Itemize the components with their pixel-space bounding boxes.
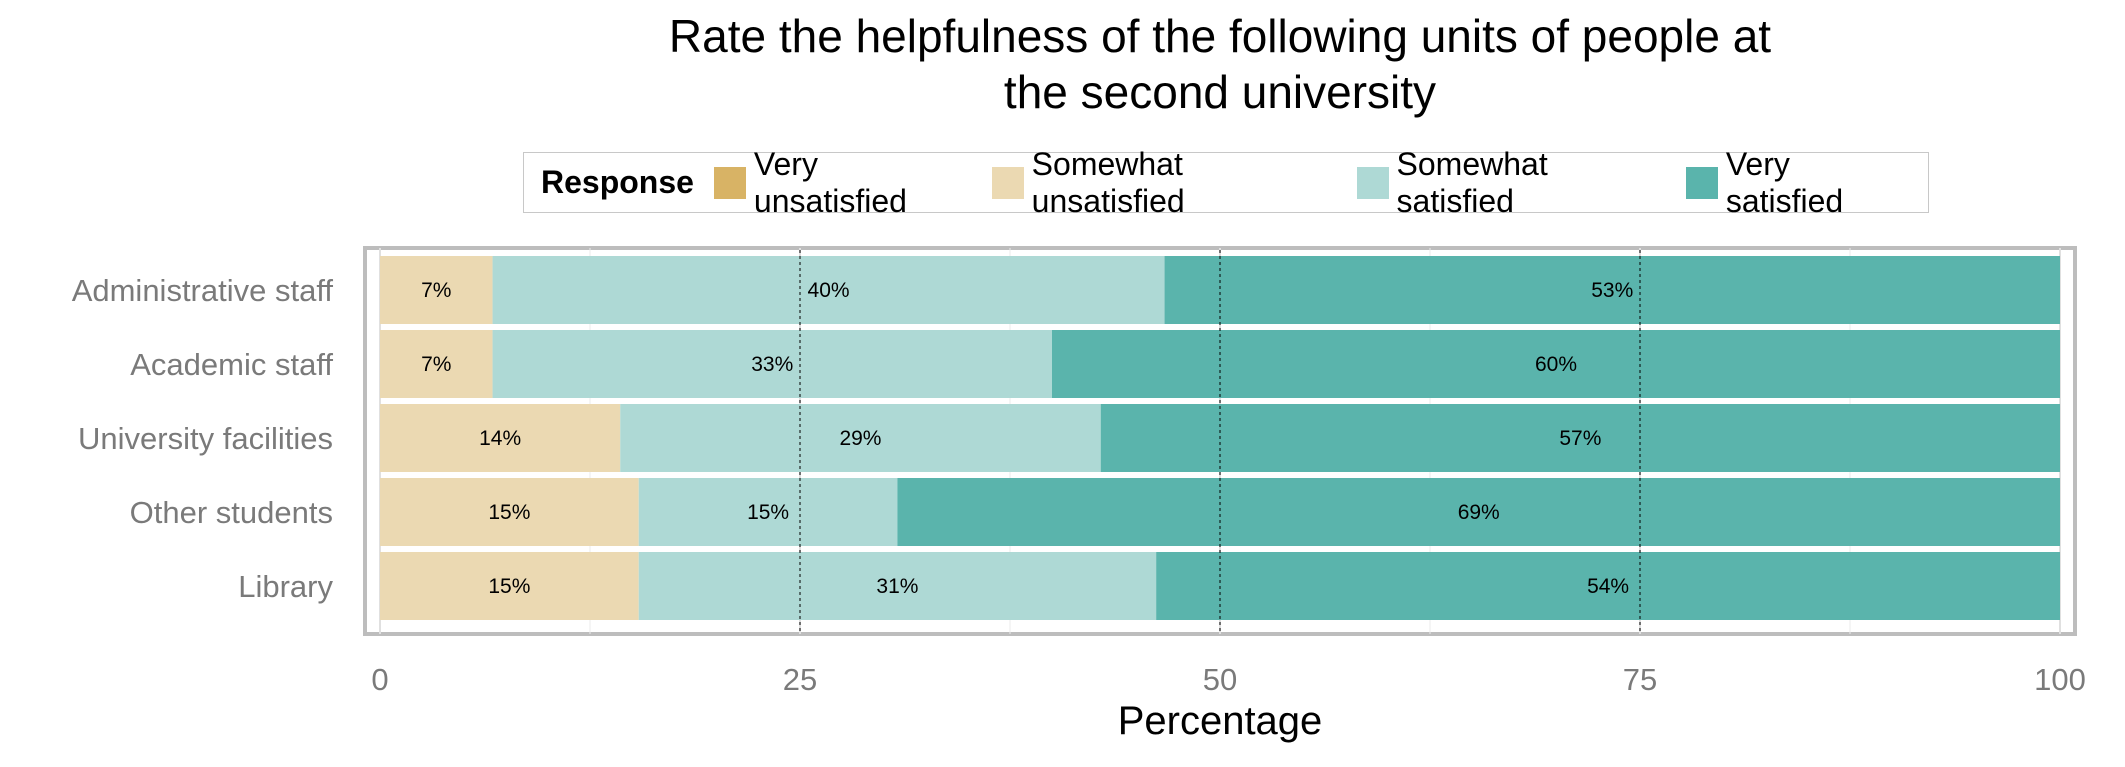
chart-title: Rate the helpfulness of the following un… bbox=[280, 8, 2125, 120]
legend: Response Very unsatisfied Somewhat unsat… bbox=[523, 146, 1929, 219]
bar-somewhat-satisfied-other-students bbox=[638, 478, 898, 546]
data-label: 7% bbox=[421, 279, 451, 302]
data-label: 40% bbox=[808, 279, 850, 302]
bar-somewhat-satisfied-university-facilities bbox=[620, 404, 1101, 472]
category-label: Administrative staff bbox=[72, 273, 334, 308]
data-label: 15% bbox=[488, 501, 530, 524]
x-tick-label: 0 bbox=[371, 662, 388, 697]
x-tick-label: 100 bbox=[2034, 662, 2086, 697]
bars-layer bbox=[380, 256, 2061, 620]
bar-somewhat-satisfied-library bbox=[638, 552, 1157, 620]
bar-very-satisfied-other-students bbox=[897, 478, 2061, 546]
data-label: 29% bbox=[839, 427, 881, 450]
legend-item-somewhat-unsatisfied: Somewhat unsatisfied bbox=[991, 145, 1345, 220]
bar-very-satisfied-administrative-staff bbox=[1164, 256, 2060, 324]
legend-swatch bbox=[713, 166, 746, 199]
labels-layer: 0 25 50 75 100 Administrative staff 7% 40% 53% Ac… bbox=[72, 273, 2086, 697]
data-label: 57% bbox=[1559, 427, 1601, 450]
bar-very-satisfied-university-facilities bbox=[1100, 404, 2060, 472]
legend-label: Somewhat unsatisfied bbox=[1031, 145, 1185, 219]
legend-swatch bbox=[1356, 166, 1389, 199]
data-label: 60% bbox=[1535, 353, 1577, 376]
x-tick-label: 50 bbox=[1203, 662, 1237, 697]
legend-item-very-unsatisfied: Very unsatisfied bbox=[713, 145, 980, 220]
category-label: University facilities bbox=[78, 421, 333, 456]
bar-somewhat-unsatisfied-university-facilities bbox=[380, 404, 621, 472]
data-label: 54% bbox=[1587, 575, 1629, 598]
data-label: 53% bbox=[1591, 279, 1633, 302]
data-label: 15% bbox=[488, 575, 530, 598]
category-label: Academic staff bbox=[130, 347, 333, 382]
legend-label: Very unsatisfied bbox=[753, 145, 907, 219]
bar-somewhat-unsatisfied-academic-staff bbox=[380, 330, 493, 398]
legend-label: Very satisfied bbox=[1725, 145, 1844, 219]
bar-somewhat-unsatisfied-administrative-staff bbox=[380, 256, 493, 324]
data-label: 14% bbox=[479, 427, 521, 450]
data-label: 31% bbox=[876, 575, 918, 598]
legend-label: Somewhat satisfied bbox=[1396, 145, 1548, 219]
chart-title-line-2: the second university bbox=[1003, 66, 1437, 118]
legend-item-very-satisfied: Very satisfied bbox=[1685, 145, 1916, 220]
data-label: 7% bbox=[421, 353, 451, 376]
x-tick-label: 75 bbox=[1623, 662, 1657, 697]
data-label: 33% bbox=[751, 353, 793, 376]
bar-somewhat-unsatisfied-other-students bbox=[380, 478, 639, 546]
category-label: Library bbox=[238, 569, 333, 604]
chart-title-line-1: Rate the helpfulness of the following un… bbox=[668, 10, 1772, 62]
x-tick-label: 25 bbox=[783, 662, 817, 697]
data-label: 15% bbox=[747, 501, 789, 524]
bar-somewhat-satisfied-administrative-staff bbox=[492, 256, 1165, 324]
legend-swatch bbox=[1685, 166, 1718, 199]
data-label: 69% bbox=[1458, 501, 1500, 524]
x-axis-title: Percentage bbox=[1118, 699, 1323, 743]
category-label: Other students bbox=[130, 495, 333, 530]
bar-somewhat-satisfied-academic-staff bbox=[492, 330, 1052, 398]
legend-item-somewhat-satisfied: Somewhat satisfied bbox=[1356, 145, 1674, 220]
bar-somewhat-unsatisfied-library bbox=[380, 552, 639, 620]
legend-swatch bbox=[991, 166, 1024, 199]
overlay-layer bbox=[799, 250, 1641, 632]
legend-title: Response bbox=[541, 164, 694, 200]
bar-very-satisfied-library bbox=[1156, 552, 2060, 620]
